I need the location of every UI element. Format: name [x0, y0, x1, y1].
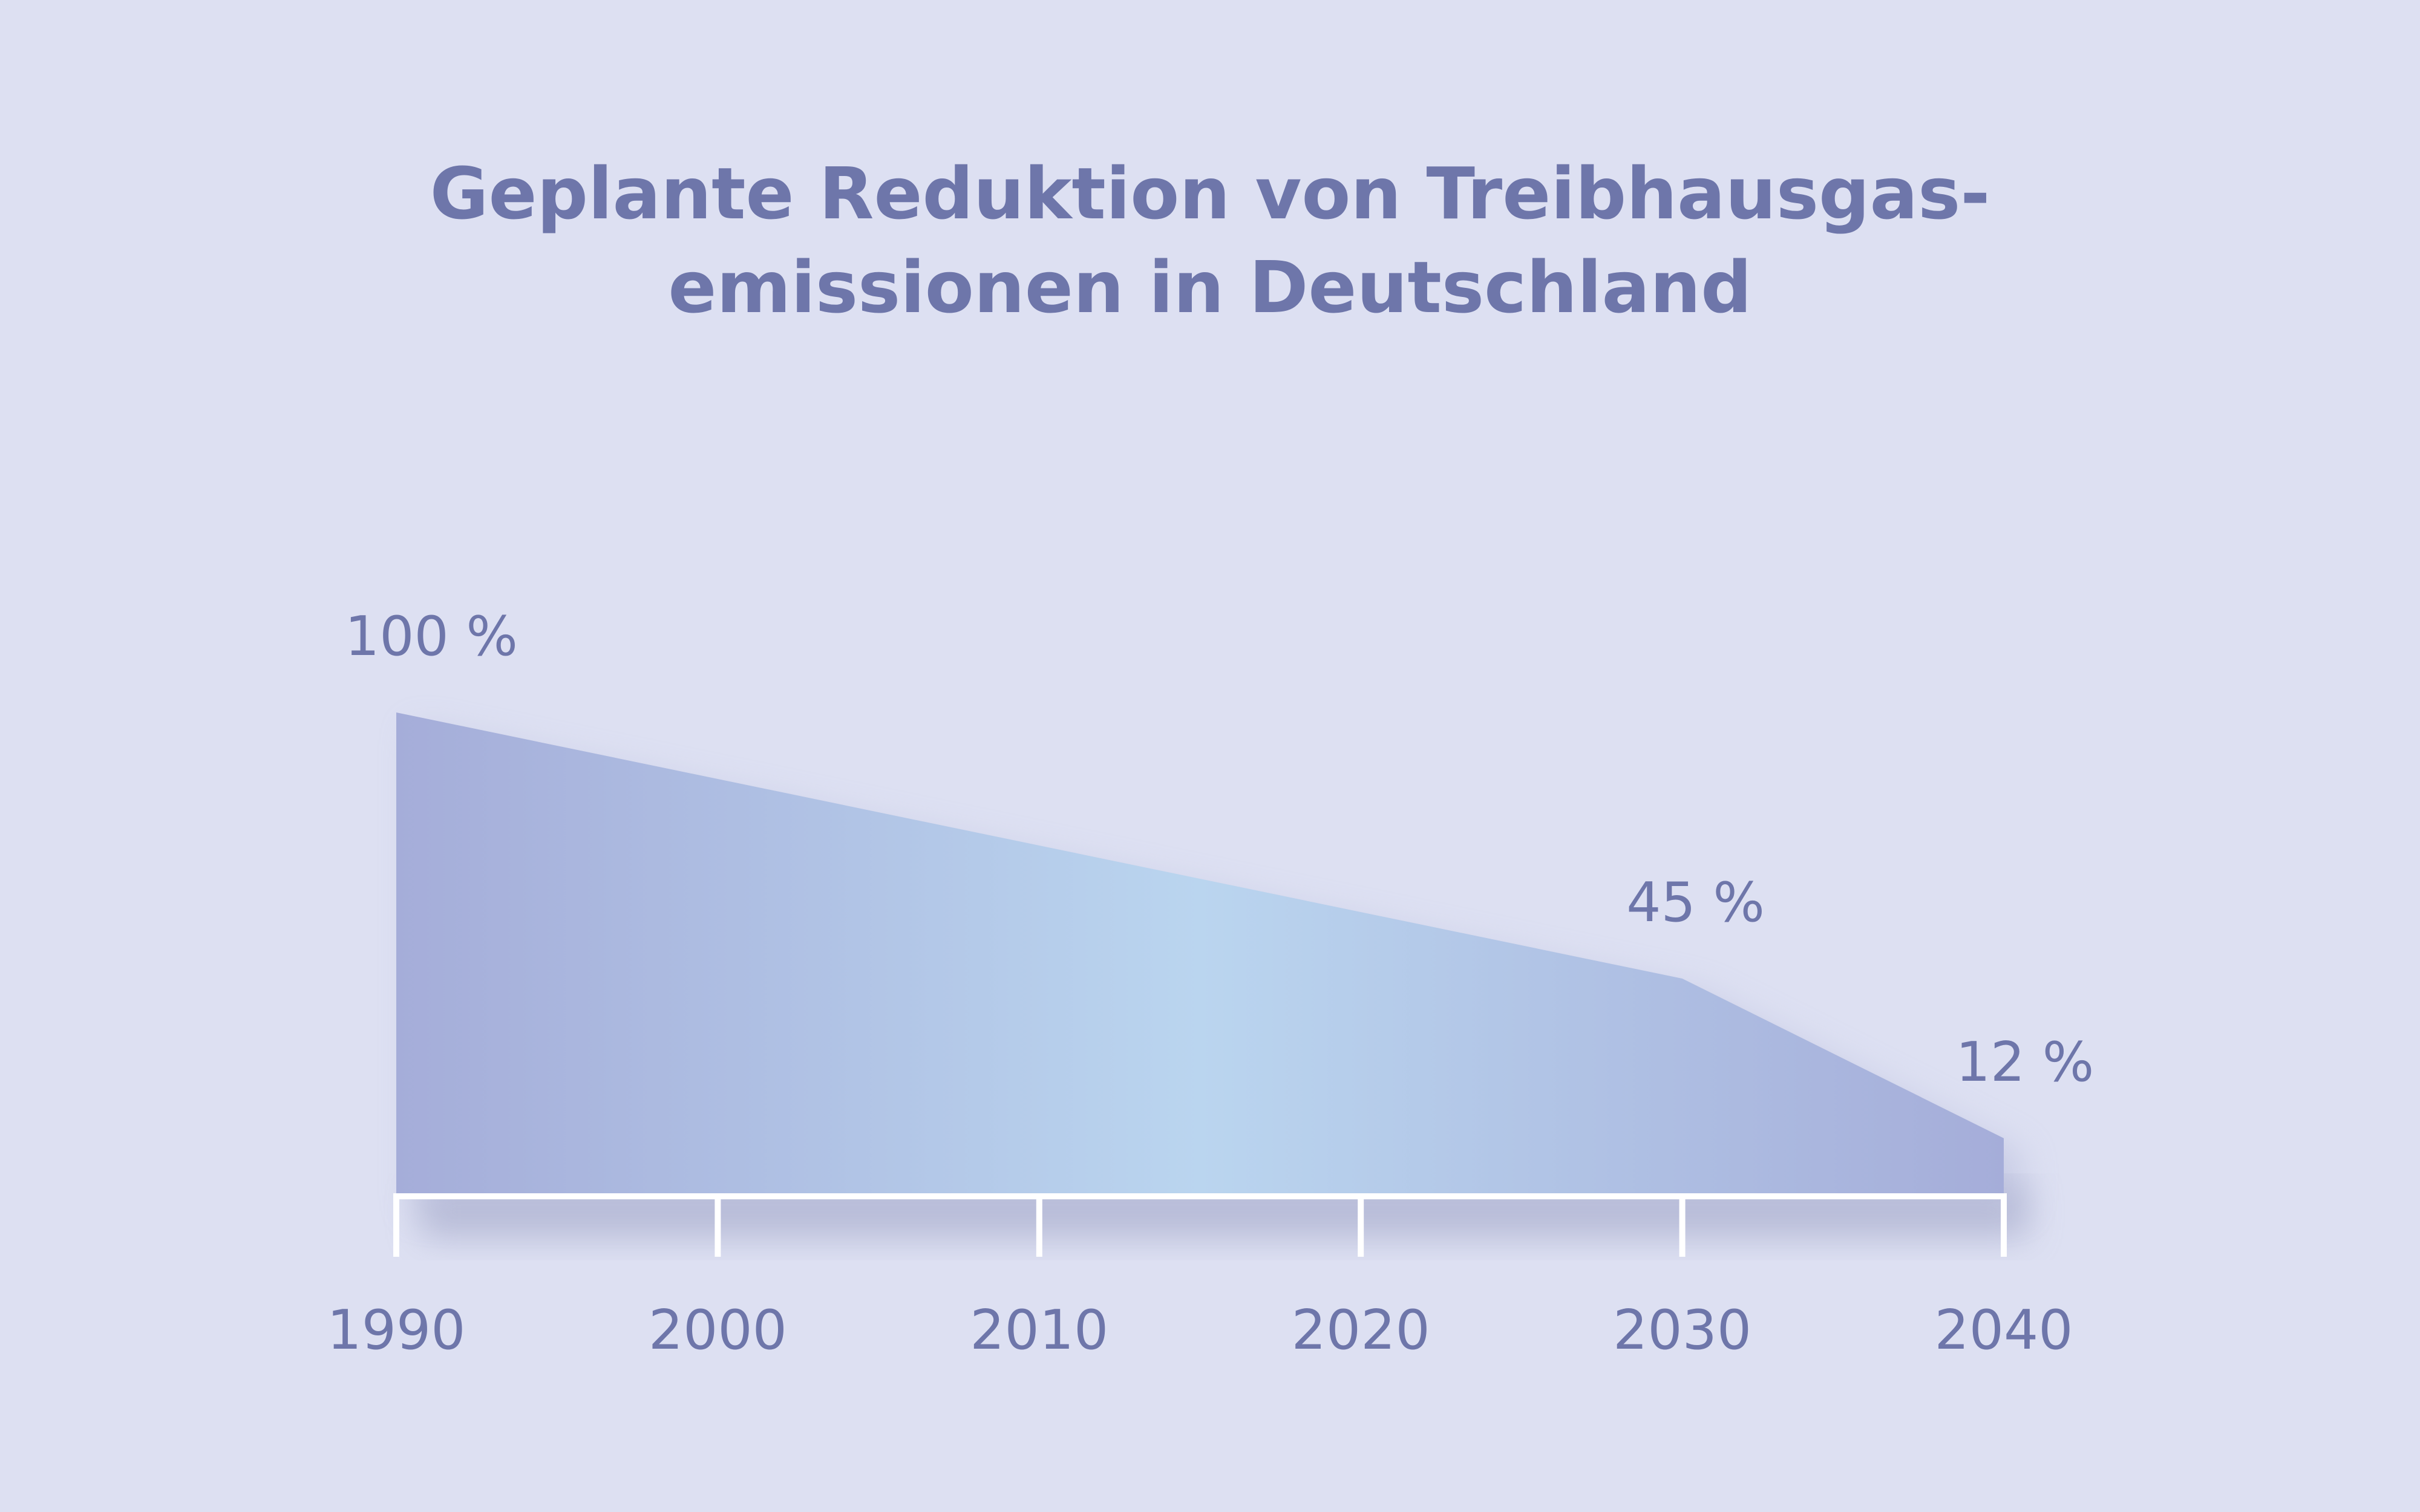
x-axis: [393, 1193, 2007, 1257]
emissions-area: [396, 712, 2004, 1196]
x-tick-label-2040: 2040: [1934, 1299, 2073, 1362]
x-tick-label-2010: 2010: [970, 1299, 1108, 1362]
x-tick-label-1990: 1990: [327, 1299, 465, 1362]
x-tick-label-2020: 2020: [1292, 1299, 1430, 1362]
data-label-2040: 12 %: [1956, 1031, 2095, 1094]
chart-title-line-1: Geplante Reduktion von Treibhausgas-: [430, 152, 1990, 235]
x-tick-label-2000: 2000: [649, 1299, 787, 1362]
area-layer: [396, 712, 2004, 1196]
chart-title-line-2: emissionen in Deutschland: [668, 246, 1752, 329]
data-labels: 100 % 45 % 12 %: [345, 605, 2094, 1094]
data-label-1990: 100 %: [345, 605, 518, 668]
x-tick-label-2030: 2030: [1613, 1299, 1751, 1362]
x-tick-labels: 1990 2000 2010 2020 2030 2040: [327, 1299, 2073, 1362]
data-label-2030: 45 %: [1626, 871, 1765, 934]
